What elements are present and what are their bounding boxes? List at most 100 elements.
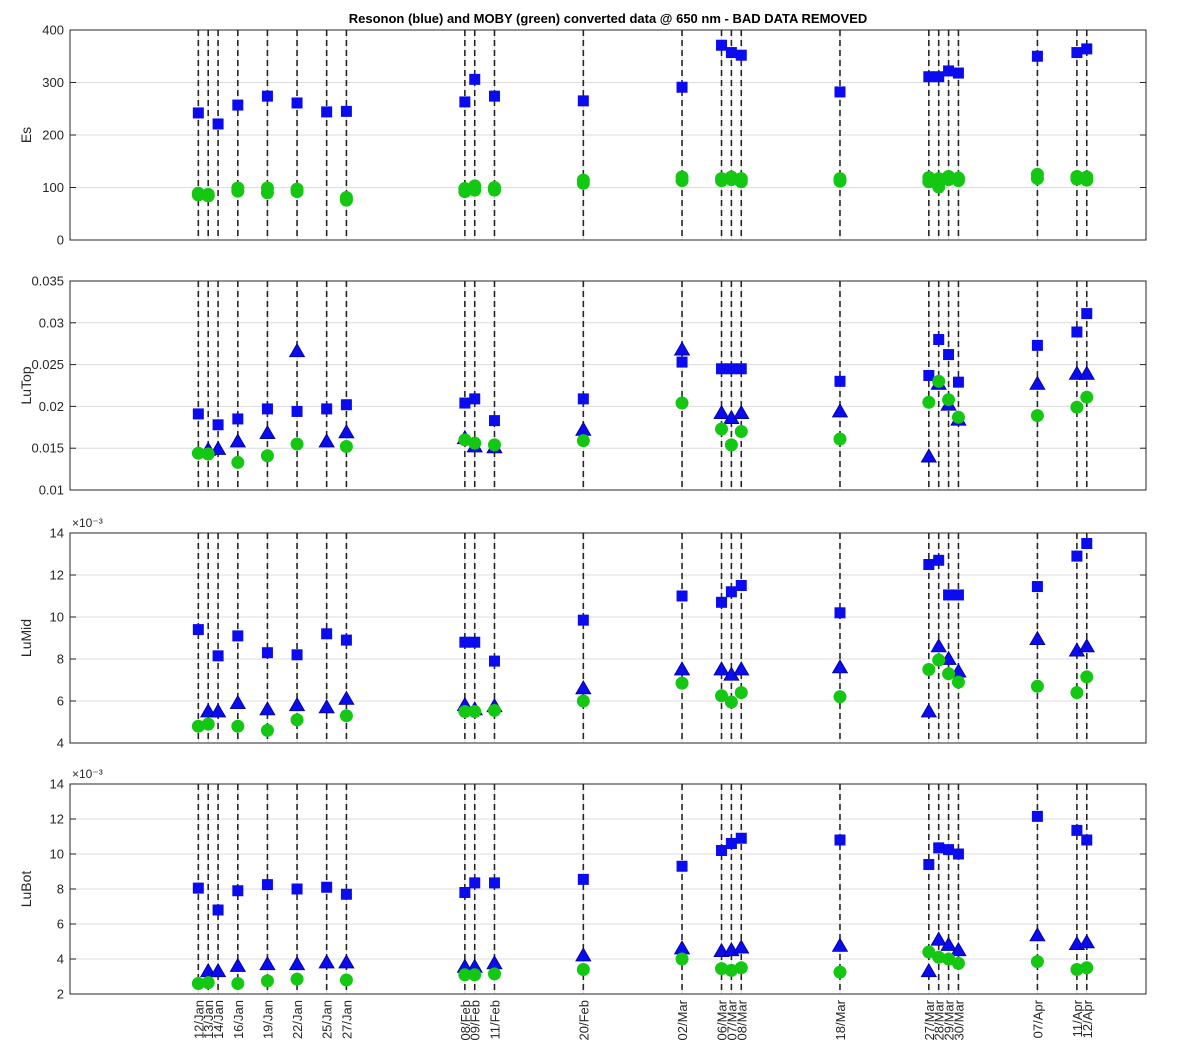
resonon-triangle-point <box>318 433 335 448</box>
moby-circle-point <box>734 961 748 975</box>
resonon-square-point <box>725 47 737 59</box>
moby-circle-point <box>260 449 274 463</box>
resonon-square-point <box>716 39 728 51</box>
resonon-triangle-point <box>288 955 306 971</box>
resonon-square-point <box>725 363 737 375</box>
moby-circle-point <box>951 675 965 689</box>
y-tick-label: 10 <box>50 847 64 862</box>
series-circle <box>191 945 1094 990</box>
moby-circle-point <box>339 190 353 204</box>
resonon-square-point <box>735 363 747 375</box>
resonon-square-point <box>340 634 352 646</box>
moby-circle-point <box>576 434 590 448</box>
y-tick-label: 2 <box>57 987 64 1002</box>
resonon-square-point <box>469 636 481 648</box>
moby-circle-point <box>487 703 501 717</box>
series-circle <box>191 653 1094 737</box>
resonon-triangle-point <box>950 941 967 957</box>
x-tick-label: 30/Mar <box>951 999 966 1040</box>
resonon-triangle-point <box>259 955 276 971</box>
resonon-square-point <box>212 650 224 662</box>
chart-title: Resonon (blue) and MOBY (green) converte… <box>349 11 868 26</box>
resonon-triangle-point <box>930 931 947 946</box>
resonon-square-point <box>469 393 481 405</box>
series-triangle <box>200 630 1095 718</box>
resonon-square-point <box>1071 550 1083 562</box>
y-tick-label: 8 <box>57 882 64 897</box>
moby-circle-point <box>458 433 472 447</box>
resonon-square-point <box>291 405 303 417</box>
resonon-square-point <box>340 888 352 900</box>
plot-area: 0100200300400Es0.010.0150.020.0250.030.0… <box>18 23 1147 1040</box>
resonon-square-point <box>192 408 204 420</box>
moby-circle-point <box>675 676 689 690</box>
moby-circle-point <box>468 179 482 193</box>
moby-circle-point <box>1030 679 1044 693</box>
resonon-triangle-point <box>575 680 592 695</box>
x-tick-label: 19/Jan <box>260 1000 275 1039</box>
y-tick-label: 6 <box>57 917 64 932</box>
resonon-square-point <box>192 107 204 119</box>
x-tick-label: 08/Mar <box>734 999 749 1040</box>
moby-circle-point <box>231 977 245 990</box>
resonon-square-point <box>488 90 500 102</box>
resonon-square-point <box>952 589 964 601</box>
resonon-square-point <box>725 838 737 849</box>
resonon-square-point <box>923 559 935 570</box>
resonon-square-point <box>716 363 728 375</box>
resonon-triangle-point <box>831 403 849 418</box>
resonon-square-point <box>340 105 352 117</box>
resonon-square-point <box>735 49 747 61</box>
y-tick-label: 4 <box>57 952 64 967</box>
resonon-triangle-point <box>229 433 247 448</box>
resonon-square-point <box>469 877 481 889</box>
resonon-triangle-point <box>338 954 355 969</box>
moby-circle-point <box>1080 961 1094 975</box>
x-tick-label: 13/Jan <box>201 1000 216 1039</box>
resonon-square-point <box>933 71 945 83</box>
moby-circle-point <box>260 181 274 195</box>
resonon-triangle-point <box>486 955 503 970</box>
moby-circle-point <box>922 663 936 676</box>
moby-circle-point <box>724 963 738 977</box>
resonon-triangle-point <box>831 937 849 952</box>
resonon-square-point <box>321 403 333 415</box>
resonon-triangle-point <box>673 940 691 955</box>
y-tick-label: 4 <box>57 736 64 751</box>
moby-circle-point <box>942 667 956 681</box>
resonon-triangle-point <box>733 404 750 419</box>
resonon-square-point <box>1071 47 1083 59</box>
moby-circle-point <box>468 705 482 718</box>
resonon-triangle-point <box>920 962 938 978</box>
x-tick-label: 11/Apr <box>1070 999 1085 1037</box>
resonon-triangle-point <box>338 690 355 705</box>
moby-circle-point <box>922 945 936 959</box>
y-tick-label: 300 <box>42 75 64 90</box>
resonon-square-point <box>261 90 273 102</box>
resonon-triangle-point <box>209 703 227 718</box>
y-tick-label: 0.035 <box>31 274 64 289</box>
resonon-square-point <box>232 885 244 897</box>
x-tick-label: 02/Mar <box>675 999 690 1040</box>
moby-circle-point <box>468 968 482 982</box>
resonon-square-point <box>1031 581 1043 593</box>
y-axis-multiplier: ×10⁻³ <box>72 516 103 530</box>
moby-circle-point <box>231 181 245 195</box>
resonon-square-point <box>261 403 273 415</box>
resonon-triangle-point <box>318 954 335 969</box>
resonon-square-point <box>933 554 945 566</box>
moby-circle-point <box>201 717 215 731</box>
resonon-square-point <box>676 356 688 368</box>
resonon-square-point <box>943 589 955 601</box>
moby-circle-point <box>942 952 956 966</box>
resonon-triangle-point <box>1078 365 1095 380</box>
resonon-triangle-point <box>229 957 247 972</box>
resonon-triangle-point <box>209 440 227 455</box>
moby-circle-point <box>458 182 472 196</box>
moby-circle-point <box>1030 955 1044 969</box>
resonon-square-point <box>291 649 303 661</box>
y-tick-label: 0.03 <box>39 315 64 330</box>
resonon-square-point <box>232 413 244 425</box>
moby-circle-point <box>724 695 738 709</box>
